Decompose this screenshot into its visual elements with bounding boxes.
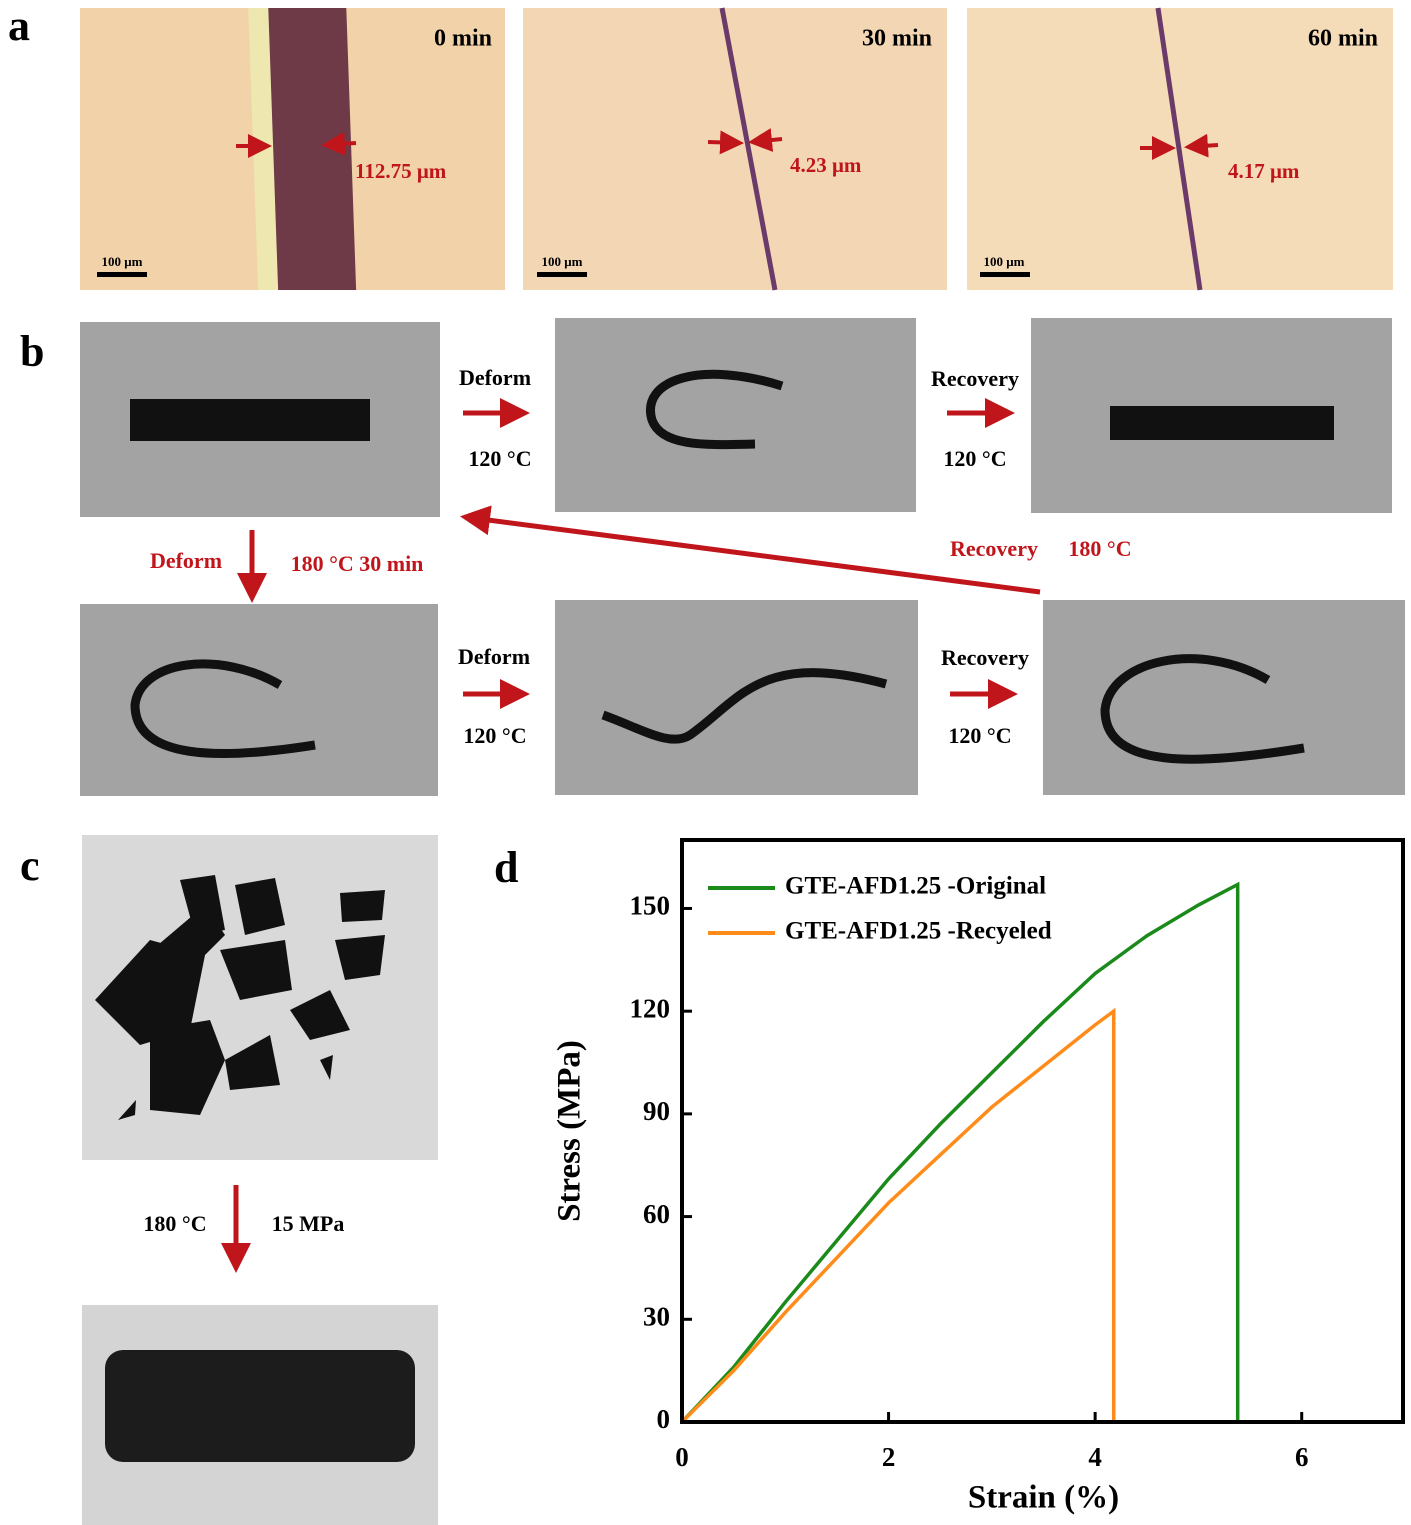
temp-label: 120 °C xyxy=(948,723,1011,748)
temp-label: 120 °C xyxy=(468,446,531,471)
temp-label: 180 °C 30 min xyxy=(291,551,424,576)
legend-label: GTE-AFD1.25 -Original xyxy=(785,873,1046,900)
y-tick-label: 60 xyxy=(643,1199,670,1229)
step-label: Recovery xyxy=(941,645,1029,670)
y-tick-label: 120 xyxy=(630,993,671,1023)
step-label: Deform xyxy=(150,548,222,573)
step-label: Recovery xyxy=(931,366,1019,391)
panel-label: d xyxy=(494,843,518,892)
panel-label: c xyxy=(20,841,40,890)
scale-label: 100 μm xyxy=(984,254,1025,269)
step-label: Deform xyxy=(458,644,530,669)
x-tick-label: 6 xyxy=(1295,1442,1309,1472)
gap-label: 4.17 μm xyxy=(1228,159,1300,183)
y-tick-label: 150 xyxy=(630,891,671,921)
x-axis-title: Strain (%) xyxy=(968,1480,1119,1516)
temp-label: 120 °C xyxy=(943,446,1006,471)
series-line xyxy=(682,885,1238,1422)
temp-label: 180 °C xyxy=(1068,536,1131,561)
gap-label: 4.23 μm xyxy=(790,153,862,177)
figure: a 0 min 112.75 μm 100 μm 30 min 4.23 μm … xyxy=(0,0,1411,1525)
y-axis-title: Stress (MPa) xyxy=(552,1040,588,1222)
scale-label: 100 μm xyxy=(542,254,583,269)
photo xyxy=(82,835,438,1525)
gap-label: 112.75 μm xyxy=(355,159,447,183)
step-label: Recovery xyxy=(950,536,1038,561)
temp-label: 120 °C xyxy=(463,723,526,748)
y-tick-label: 0 xyxy=(657,1404,671,1434)
pressure-label: 15 MPa xyxy=(272,1211,345,1236)
y-tick-label: 90 xyxy=(643,1096,670,1126)
chart: 0 30 60 90 120 150 0 2 4 6 GTE-AFD1.25 -Original GT… xyxy=(552,840,1403,1516)
legend-label: GTE-AFD1.25 -Recyeled xyxy=(785,918,1052,945)
time-label: 0 min xyxy=(434,26,492,52)
time-label: 60 min xyxy=(1308,26,1378,52)
y-tick-label: 30 xyxy=(643,1301,670,1331)
panel-label: a xyxy=(8,1,30,50)
step-label: Deform xyxy=(459,365,531,390)
temp-label: 180 °C xyxy=(143,1211,206,1236)
panel-label: b xyxy=(20,327,44,376)
series-line xyxy=(682,1011,1114,1422)
x-tick-label: 4 xyxy=(1088,1442,1102,1472)
photo xyxy=(80,318,1405,796)
x-tick-label: 2 xyxy=(882,1442,896,1472)
scale-label: 100 μm xyxy=(102,254,143,269)
x-tick-label: 0 xyxy=(675,1442,689,1472)
time-label: 30 min xyxy=(862,26,932,52)
